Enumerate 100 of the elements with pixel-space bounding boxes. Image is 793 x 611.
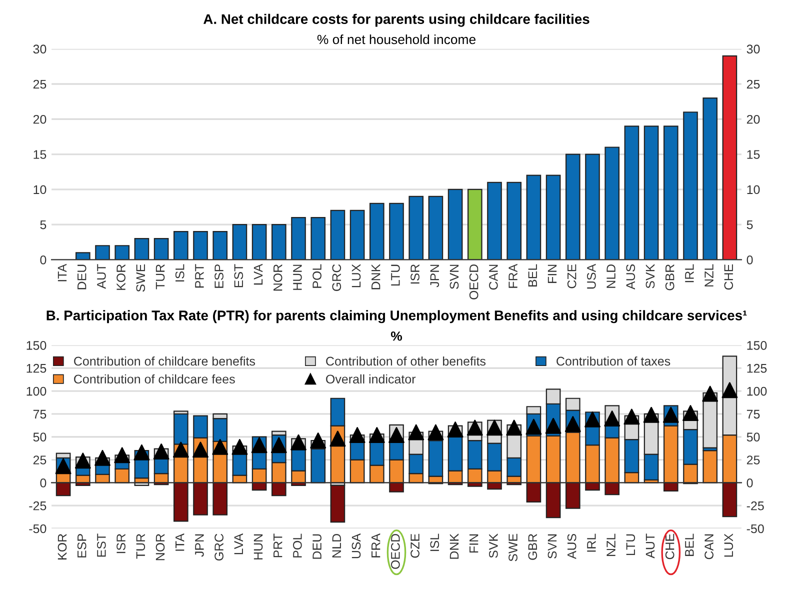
x-tick-label: AUT (646, 534, 655, 558)
x-tick-label: GBR (665, 264, 674, 290)
x-tick-label: LVA (234, 533, 243, 554)
x-tick-label: NLD (606, 264, 616, 288)
y2-tick-label: 5 (746, 220, 753, 230)
x-tick-label: IRL (685, 264, 694, 282)
x-tick-label: IRL (587, 534, 596, 552)
x-tick-label: SVN (450, 264, 459, 289)
y2-tick-label: 30 (746, 44, 760, 54)
x-tick-label: FRA (508, 264, 518, 288)
chart-subtitle: % (390, 331, 402, 341)
chart-subtitle: % of net household income (317, 34, 476, 44)
y2-tick-label: 10 (747, 185, 760, 194)
x-tick-label: OECD (469, 264, 478, 300)
x-tick-label: CHE (724, 264, 734, 290)
x-tick-label: EST (97, 534, 106, 557)
x-tick-label: TUR (136, 534, 146, 559)
y-tick-label: 0 (40, 478, 46, 488)
x-tick-label: BEL (528, 264, 537, 286)
y2-tick-label: 25 (746, 80, 760, 89)
legend-label: Contribution of childcare benefits (74, 356, 256, 366)
x-tick-label: SVK (489, 534, 498, 558)
legend-label: Contribution of other benefits (326, 356, 486, 366)
x-tick-label: ESP (77, 534, 86, 558)
y2-tick-label: 50 (746, 432, 760, 442)
x-tick-label: JPN (430, 264, 440, 288)
y-tick-label: 150 (26, 341, 46, 350)
x-tick-label: GBR (528, 534, 538, 560)
y-tick-label: -50 (29, 524, 46, 534)
legend-label: Overall indicator (326, 374, 416, 384)
x-tick-label: AUS (626, 264, 636, 290)
y-tick-label: 100 (26, 386, 46, 396)
x-tick-label: LUX (724, 534, 734, 557)
x-tick-label: USA (352, 533, 361, 558)
x-tick-label: KOR (58, 534, 67, 560)
x-tick-label: CHE (665, 534, 674, 560)
y-tick-label: 30 (33, 44, 46, 54)
x-tick-label: HUN (254, 534, 263, 560)
x-tick-label: PRT (274, 534, 282, 558)
y2-tick-label: -25 (746, 501, 764, 510)
y-tick-label: 20 (33, 114, 46, 124)
y2-tick-label: 75 (746, 410, 760, 419)
y-tick-label: 75 (33, 410, 46, 419)
x-tick-label: ISL (175, 264, 184, 282)
x-tick-label: LTU (626, 534, 636, 556)
y2-tick-label: 100 (747, 386, 767, 396)
x-tick-label: NOR (273, 264, 282, 291)
x-tick-label: POL (312, 264, 322, 288)
x-tick-label: DNK (450, 534, 459, 559)
y2-tick-label: 0 (746, 255, 753, 264)
x-tick-label: JPN (195, 534, 204, 557)
y-tick-label: 125 (26, 364, 46, 373)
y2-tick-label: 0 (746, 478, 753, 488)
y-tick-label: 50 (33, 432, 46, 442)
y2-tick-label: 25 (746, 456, 760, 464)
x-tick-label: ISR (410, 264, 420, 284)
x-tick-label: NZL (704, 264, 714, 286)
x-tick-label: CAN (704, 534, 714, 560)
y2-tick-label: 15 (747, 150, 760, 159)
y-tick-label: 15 (34, 150, 46, 159)
x-tick-label: OECD (391, 534, 400, 569)
x-tick-label: GRC (214, 534, 224, 561)
y-tick-label: 10 (34, 185, 46, 194)
x-tick-label: NZL (606, 534, 616, 556)
x-tick-label: NOR (156, 534, 165, 560)
y-tick-label: 25 (33, 80, 46, 89)
x-tick-label: HUN (293, 264, 302, 290)
x-tick-label: ISR (116, 534, 126, 554)
chart-title: B. Participation Tax Rate (PTR) for parents claiming Unemployment Benefits and using childcare services¹ (46, 310, 747, 324)
x-tick-label: ESP (214, 264, 224, 288)
x-tick-label: LTU (391, 264, 400, 286)
x-tick-label: SWE (136, 264, 146, 292)
x-tick-label: AUT (97, 264, 106, 289)
y2-tick-label: 20 (746, 114, 760, 124)
x-tick-label: ITA (176, 533, 184, 551)
x-tick-label: SWE (508, 534, 518, 562)
x-tick-label: CAN (489, 264, 498, 290)
legend-label: Contribution of taxes (556, 356, 670, 366)
y-tick-label: -25 (29, 501, 46, 510)
x-tick-label: ISL (430, 534, 440, 551)
y-tick-label: 5 (40, 220, 46, 230)
x-tick-label: SVN (548, 534, 557, 559)
x-tick-label: USA (587, 264, 596, 289)
x-tick-label: DEU (312, 534, 322, 559)
x-tick-label: CZE (567, 264, 576, 288)
x-tick-label: FRA (372, 533, 380, 558)
x-tick-label: FIN (548, 264, 557, 283)
x-tick-label: TUR (156, 264, 165, 290)
x-tick-label: KOR (116, 264, 126, 290)
x-tick-label: LVA (254, 264, 263, 285)
x-tick-label: EST (234, 264, 244, 288)
x-tick-label: NLD (332, 534, 341, 558)
x-tick-label: CZE (410, 534, 420, 558)
x-tick-label: DEU (78, 264, 86, 290)
y2-tick-label: 150 (747, 341, 767, 350)
legend-label: Contribution of childcare fees (74, 374, 235, 384)
x-tick-label: GRC (332, 264, 342, 291)
x-tick-label: FIN (470, 534, 478, 552)
x-tick-label: SVK (646, 264, 655, 288)
x-tick-label: LUX (352, 264, 361, 288)
